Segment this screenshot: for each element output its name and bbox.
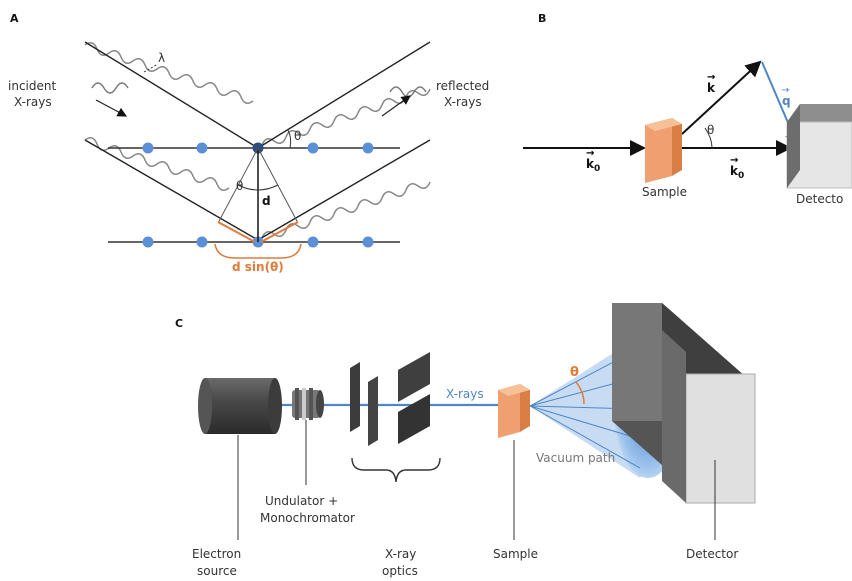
q-arrow-glyph: → [781,85,789,96]
incident-icon [91,82,129,94]
sample-cube-b [645,118,682,183]
theta-symbol-b: θ [707,123,714,137]
detector-box-c [612,303,756,504]
electron-label-line2: source [197,564,237,578]
electron-label-line1: Electron [192,547,241,561]
k0-incident-arrow-glyph: → [586,148,594,159]
reflected-label-line2: X-rays [444,95,482,109]
reflected-wave-upper [261,88,431,146]
panel-c: C [175,303,756,578]
optics-brace [351,457,441,483]
k-label: k [707,81,716,95]
theta-arc-c [575,381,585,405]
undulator-label-line2: Monochromator [260,511,355,525]
q-label: q [782,94,791,108]
optics-label-line1: X-ray [385,547,416,561]
reflected-ray-upper [257,41,431,149]
incident-ray-upper [84,41,259,149]
path-difference-label: d sin(θ) [232,260,284,274]
incident-label-line2: X-rays [14,95,52,109]
reflected-ray-lower [257,139,431,241]
k0-transmitted-arrow-glyph: → [730,155,738,166]
detector-label-c: Detector [686,547,738,561]
vacuum-path-label: Vacuum path [536,451,615,465]
incident-label-line1: incident [8,79,56,93]
theta-inner-symbol: θ [236,179,243,193]
panel-a-label: A [10,12,19,25]
undulator-device [292,388,324,420]
theta-arc-outer [287,129,292,149]
k0-incident-label: k0 [586,157,600,174]
k0-transmitted-label: k0 [730,164,744,181]
theta-outer-symbol: θ [294,129,301,143]
path-diff-right [260,221,299,243]
electron-source-cylinder [198,378,282,434]
incident-wave-upper [84,42,254,104]
panel-a: A [8,12,489,274]
reflected-label-line1: reflected [436,79,489,93]
detector-box-b [786,104,852,189]
sample-cube-c [498,384,530,438]
undulator-label-line1: Undulator + [265,494,338,508]
k-scattered-arrow [681,60,762,135]
theta-symbol-c: θ [570,365,579,380]
theta-arc-b [704,127,713,149]
sample-label-c: Sample [493,547,538,561]
panel-b-label: B [538,12,546,25]
atoms-lower [142,236,374,248]
optics-label-line2: optics [382,564,418,578]
incident-ray-lower [84,139,259,241]
k-arrow-glyph: → [707,72,715,83]
reflected-wave-lower [261,181,431,239]
xrays-label: X-rays [446,387,484,401]
spacing-symbol: d [262,194,271,208]
wavelength-symbol: λ [158,51,165,65]
incident-icon-arrow [95,99,128,117]
theta-arc-inner [237,184,279,191]
panel-b: B k → q → θ k0 → k0 → Sampl [523,12,852,206]
sample-label-b: Sample [642,185,687,199]
path-diff-left [217,221,256,243]
path-diff-bracket [214,243,302,259]
reflected-icon-arrow [381,95,411,117]
wavelength-marker [143,63,159,73]
reflected-icon [389,86,427,98]
xray-optics-plates [350,352,430,446]
panel-c-label: C [175,317,183,330]
detector-label-b: Detecto [796,192,843,206]
